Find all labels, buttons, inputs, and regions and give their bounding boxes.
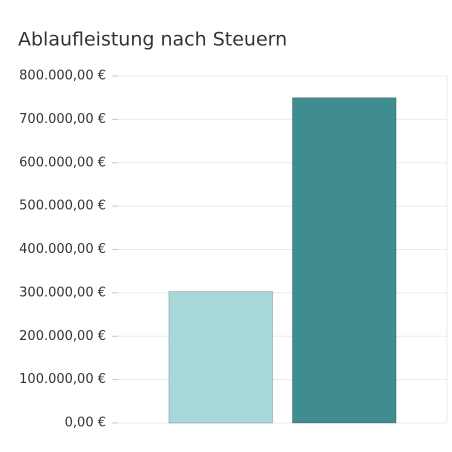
bar — [168, 291, 274, 424]
y-tick-label: 600.000,00 € — [19, 155, 106, 170]
y-tick-label: 500.000,00 € — [19, 199, 106, 214]
y-tick-label: 100.000,00 € — [19, 372, 106, 387]
y-tick-label: 700.000,00 € — [19, 112, 106, 127]
bar — [291, 97, 397, 424]
y-tick-label: 800.000,00 € — [19, 69, 106, 84]
chart-title: Ablaufleistung nach Steuern — [18, 29, 287, 51]
y-tick-label: 300.000,00 € — [19, 285, 106, 300]
y-tick-label: 0,00 € — [65, 416, 106, 431]
y-tick-label: 200.000,00 € — [19, 329, 106, 344]
y-tick-label: 400.000,00 € — [19, 242, 106, 257]
